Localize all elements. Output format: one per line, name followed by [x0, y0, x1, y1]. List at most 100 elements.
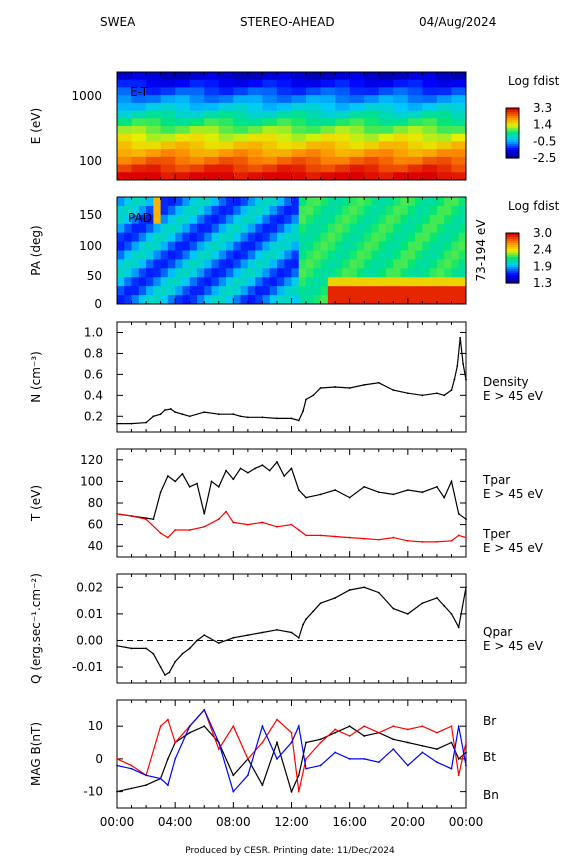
- pad-cell: [429, 223, 438, 234]
- data-point: [196, 639, 198, 642]
- spectrogram-cell: [189, 164, 205, 173]
- pad-cell: [320, 268, 329, 278]
- spectrogram-cell: [146, 164, 162, 173]
- pad-cell: [196, 286, 205, 296]
- pad-cell: [320, 205, 329, 216]
- pad-cell: [313, 214, 322, 225]
- pad-cell: [371, 277, 380, 287]
- spectrogram-cell: [175, 164, 191, 173]
- spectrogram-cell: [189, 72, 205, 81]
- pad-cell: [422, 223, 431, 234]
- pad-cell: [196, 259, 205, 269]
- energy-range-label: 73-194 eV: [474, 219, 488, 282]
- spectrogram-cell: [175, 126, 191, 135]
- pad-cell: [342, 223, 351, 234]
- pad-cell: [189, 259, 198, 269]
- spectrogram-cell: [233, 72, 249, 81]
- colorbar-segment: [506, 110, 519, 113]
- pad-cell: [451, 286, 460, 296]
- pad-cell: [124, 214, 133, 225]
- data-point: [203, 634, 206, 637]
- spectrogram-cell: [146, 149, 162, 158]
- pad-cell: [386, 277, 394, 287]
- data-point: [145, 518, 147, 521]
- data-point: [145, 784, 147, 786]
- colorbar-segment: [506, 273, 519, 276]
- data-point: [116, 512, 118, 515]
- spectrogram-cell: [247, 141, 263, 150]
- pad-cell: [276, 286, 285, 296]
- spectrogram-cell: [451, 110, 467, 119]
- data-point: [297, 790, 300, 793]
- spectrogram-cell: [349, 87, 365, 96]
- pad-cell: [240, 250, 249, 260]
- spectrogram-cell: [306, 133, 322, 142]
- pad-cell: [364, 295, 372, 305]
- spectrogram-cell: [117, 102, 133, 112]
- spectrogram-cell: [364, 95, 380, 104]
- data-point: [217, 485, 220, 488]
- data-point: [290, 741, 293, 744]
- pad-cell: [146, 268, 154, 278]
- pad-cell: [451, 197, 460, 207]
- pad-cell: [226, 232, 234, 243]
- pad-cell: [196, 277, 205, 287]
- pad-cell: [386, 232, 394, 243]
- pad-cell: [342, 295, 351, 305]
- colorbar-segment: [506, 108, 519, 111]
- data-point: [174, 758, 177, 760]
- pad-cell: [175, 277, 183, 287]
- data-point: [159, 532, 162, 535]
- spectrogram-cell: [320, 87, 336, 96]
- spectrogram-cell: [451, 72, 467, 81]
- spectrogram-cell: [436, 164, 452, 173]
- y-tick-label: 0.8: [84, 346, 103, 360]
- pad-cell: [247, 223, 256, 234]
- pad-cell: [211, 241, 220, 251]
- pad-cell: [218, 259, 227, 269]
- spectrogram-cell: [320, 141, 336, 150]
- colorbar-segment: [506, 138, 519, 141]
- data-point: [436, 731, 438, 734]
- pad-cell: [393, 277, 402, 287]
- y-tick-label: -0.01: [72, 660, 103, 674]
- pad-cell: [429, 268, 438, 278]
- legend-label-br: Br: [483, 714, 496, 728]
- y-axis-label: E (eV): [29, 108, 43, 144]
- spectrogram-cell: [407, 126, 423, 135]
- pad-cell: [291, 232, 300, 243]
- pad-cell: [196, 197, 205, 207]
- pad-cell: [320, 259, 329, 269]
- spectrogram-cell: [407, 172, 423, 181]
- pad-cell: [298, 286, 307, 296]
- pad-cell: [153, 241, 162, 251]
- spectrogram-cell: [146, 141, 162, 150]
- spectrogram-cell: [160, 156, 176, 166]
- colorbar-segment: [506, 122, 519, 125]
- spectrogram-cell: [422, 164, 438, 173]
- pad-cell: [182, 259, 191, 269]
- data-point: [312, 610, 315, 613]
- pad-cell: [386, 250, 394, 260]
- data-point: [261, 741, 264, 744]
- pad-cell: [415, 197, 423, 207]
- pad-cell: [407, 250, 416, 260]
- pad-cell: [378, 205, 387, 216]
- data-point: [457, 774, 460, 777]
- spectrogram-cell: [262, 156, 278, 166]
- pad-cell: [211, 277, 220, 287]
- data-point: [203, 512, 206, 515]
- data-point: [305, 758, 307, 760]
- pad-cell: [167, 232, 176, 243]
- spectrogram-cell: [320, 118, 336, 127]
- data-point: [436, 485, 438, 488]
- pad-cell: [175, 259, 183, 269]
- pad-cell: [349, 214, 358, 225]
- data-point: [174, 741, 177, 744]
- pad-cell: [117, 268, 125, 278]
- spectrogram-cell: [291, 172, 307, 181]
- data-point: [130, 764, 133, 767]
- spectrogram-cell: [393, 79, 409, 88]
- spectrogram-cell: [146, 133, 162, 142]
